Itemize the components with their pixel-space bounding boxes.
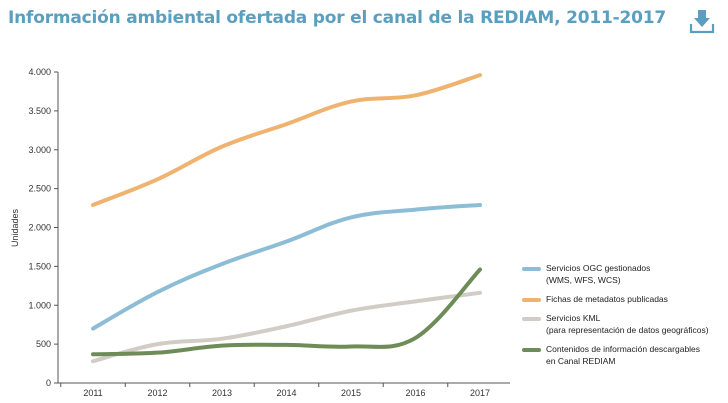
series-line-3 xyxy=(91,290,482,364)
legend-item: Contenidos de información descargables en… xyxy=(522,343,722,367)
x-tick-label: 2012 xyxy=(147,388,167,398)
x-tick-label: 2011 xyxy=(83,388,102,398)
legend-item: Servicios OGC gestionados (WMS, WFS, WCS) xyxy=(522,262,722,286)
legend-label: Servicios OGC gestionados xyxy=(546,263,651,273)
legend-label: (para representación de datos geográfico… xyxy=(546,325,709,335)
legend-label: Fichas de metadatos publicadas xyxy=(546,294,668,304)
y-tick-label: 500 xyxy=(36,339,51,349)
x-tick-label: 2017 xyxy=(470,388,490,398)
legend-label: (WMS, WFS, WCS) xyxy=(546,275,621,285)
y-tick-label: 0 xyxy=(46,378,51,388)
series-line-4 xyxy=(91,267,482,357)
y-tick-label: 2.500 xyxy=(28,184,51,194)
y-tick-label: 3.000 xyxy=(28,145,51,155)
legend-label: en Canal REDIAM xyxy=(546,356,616,366)
legend-item: Servicios KML (para representación de dat… xyxy=(522,312,722,336)
y-tick-label: 1.500 xyxy=(28,261,51,271)
chart-legend: Servicios OGC gestionados (WMS, WFS, WCS)… xyxy=(522,262,722,374)
download-icon xyxy=(689,10,715,34)
x-tick-label: 2013 xyxy=(212,388,232,398)
y-axis-label: Unidades xyxy=(10,208,20,247)
x-tick-label: 2016 xyxy=(405,388,425,398)
series-line-2 xyxy=(91,73,482,207)
download-button[interactable] xyxy=(688,8,718,36)
y-tick-label: 2.000 xyxy=(28,223,51,233)
legend-item: Fichas de metadatos publicadas xyxy=(522,293,722,305)
y-tick-label: 4.000 xyxy=(28,67,51,77)
series-line-1 xyxy=(91,202,482,331)
chart-title: Información ambiental ofertada por el ca… xyxy=(8,8,666,28)
y-tick-label: 3.500 xyxy=(28,106,51,116)
y-tick-label: 1.000 xyxy=(28,300,51,310)
legend-label: Contenidos de información descargables xyxy=(546,344,701,354)
legend-swatch xyxy=(522,298,541,302)
legend-swatch xyxy=(522,348,541,352)
legend-swatch xyxy=(522,267,541,271)
legend-swatch xyxy=(522,317,541,321)
x-tick-label: 2015 xyxy=(341,388,361,398)
legend-label: Servicios KML xyxy=(546,313,601,323)
x-tick-label: 2014 xyxy=(276,388,296,398)
